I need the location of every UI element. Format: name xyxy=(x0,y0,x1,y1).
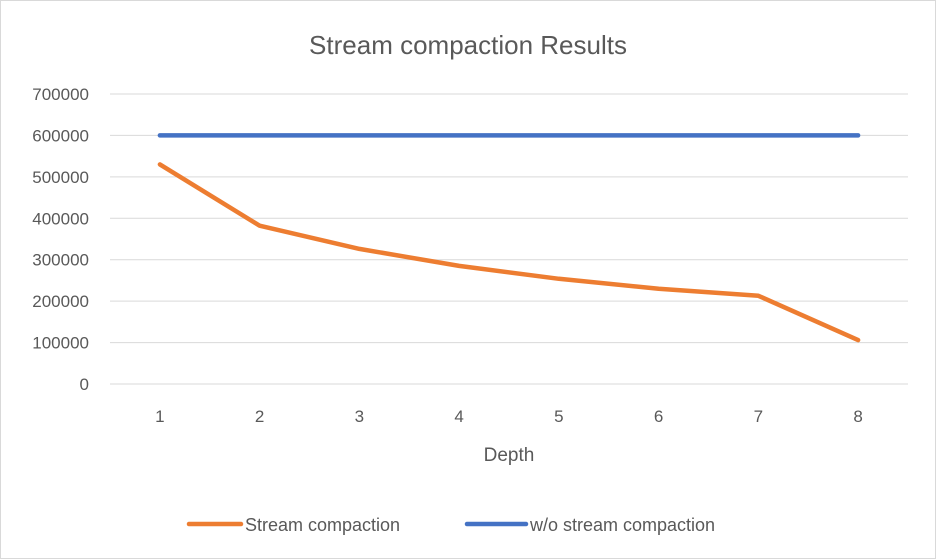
x-tick-label: 3 xyxy=(355,407,364,426)
x-tick-label: 7 xyxy=(754,407,763,426)
x-tick-label: 4 xyxy=(454,407,463,426)
y-axis-tick-labels: 0 100000 200000 300000 400000 500000 600000 700… xyxy=(32,85,89,394)
x-tick-label: 6 xyxy=(654,407,663,426)
x-tick-label: 2 xyxy=(255,407,264,426)
legend: Stream compaction w/o stream compaction xyxy=(186,515,715,535)
y-tick-label: 300000 xyxy=(32,251,89,270)
legend-label: w/o stream compaction xyxy=(529,515,715,535)
x-tick-label: 5 xyxy=(554,407,563,426)
series-lines xyxy=(157,133,861,343)
y-tick-label: 200000 xyxy=(32,292,89,311)
y-tick-label: 0 xyxy=(80,375,89,394)
chart-title: Stream compaction Results xyxy=(309,30,627,60)
x-axis-tick-labels: 1 2 3 4 5 6 7 8 xyxy=(155,407,863,426)
x-axis-title: Depth xyxy=(484,445,535,466)
y-tick-label: 500000 xyxy=(32,168,89,187)
legend-label: Stream compaction xyxy=(245,515,400,535)
x-tick-label: 8 xyxy=(853,407,862,426)
y-tick-label: 600000 xyxy=(32,126,89,145)
series-line-1 xyxy=(157,162,861,343)
y-tick-label: 400000 xyxy=(32,209,89,228)
y-tick-label: 100000 xyxy=(32,334,89,353)
x-tick-label: 1 xyxy=(155,407,164,426)
y-tick-label: 700000 xyxy=(32,85,89,104)
